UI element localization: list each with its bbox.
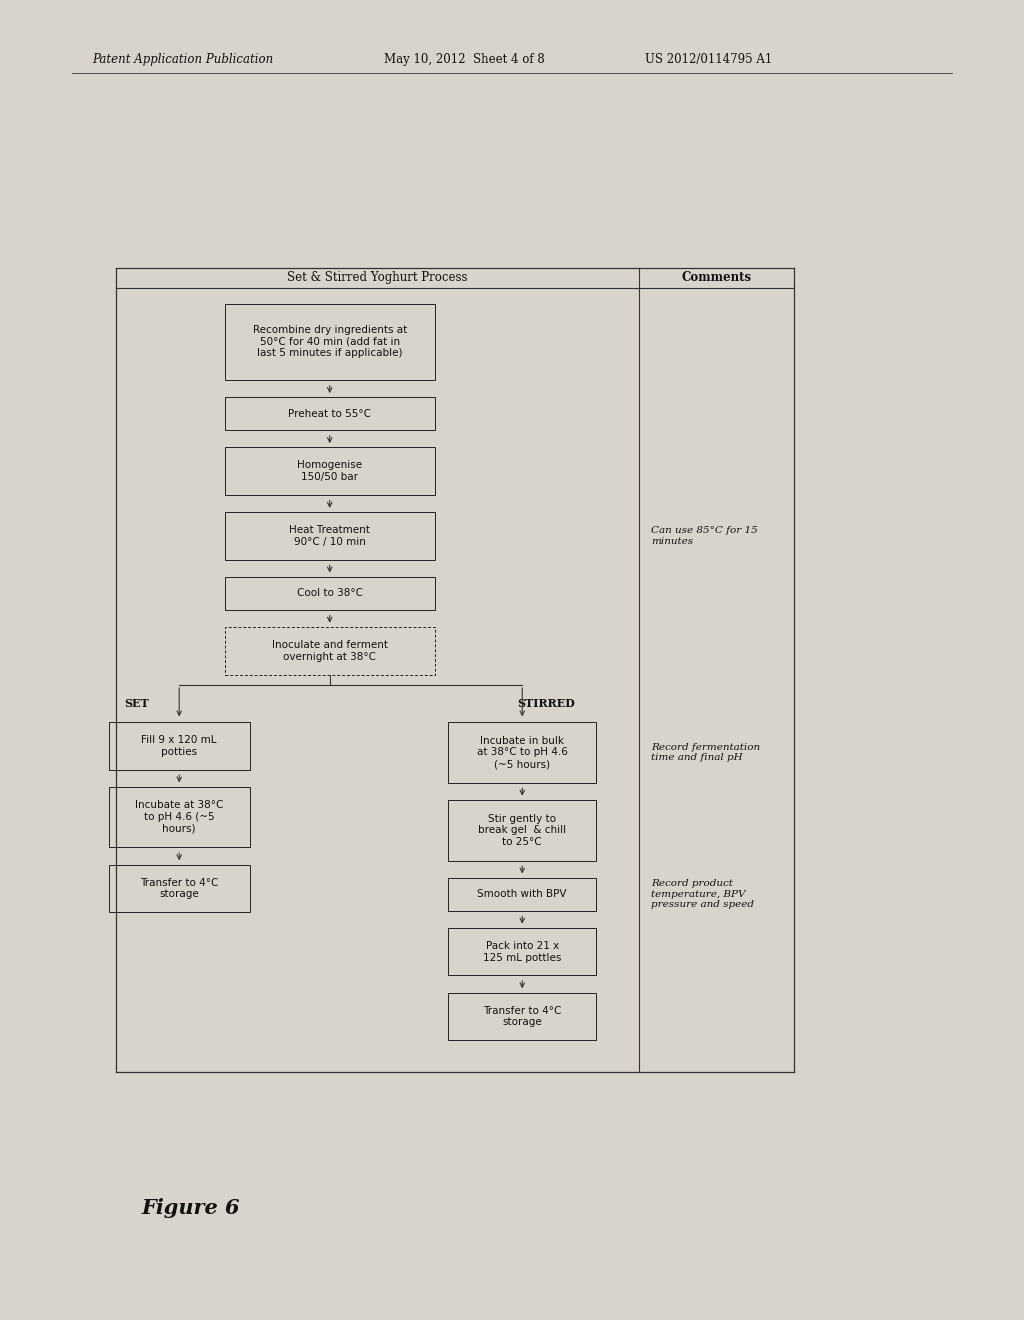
Text: Smooth with BPV: Smooth with BPV	[477, 890, 567, 899]
Text: Set & Stirred Yoghurt Process: Set & Stirred Yoghurt Process	[287, 272, 468, 284]
Text: Heat Treatment
90°C / 10 min: Heat Treatment 90°C / 10 min	[290, 525, 370, 546]
Bar	[109, 787, 250, 847]
Text: STIRRED: STIRRED	[517, 698, 575, 709]
Text: Figure 6: Figure 6	[141, 1197, 240, 1218]
Bar	[225, 397, 434, 430]
Text: Preheat to 55°C: Preheat to 55°C	[288, 409, 372, 418]
Text: Record fermentation
time and final pH: Record fermentation time and final pH	[651, 743, 761, 762]
Text: Fill 9 x 120 mL
potties: Fill 9 x 120 mL potties	[141, 735, 217, 756]
Text: Transfer to 4°C
storage: Transfer to 4°C storage	[483, 1006, 561, 1027]
Bar	[109, 865, 250, 912]
Bar	[109, 722, 250, 770]
Text: Inoculate and ferment
overnight at 38°C: Inoculate and ferment overnight at 38°C	[271, 640, 388, 661]
Text: SET: SET	[124, 698, 148, 709]
Bar	[449, 800, 596, 861]
Text: Incubate at 38°C
to pH 4.6 (~5
hours): Incubate at 38°C to pH 4.6 (~5 hours)	[135, 800, 223, 834]
Text: Transfer to 4°C
storage: Transfer to 4°C storage	[140, 878, 218, 899]
Text: Incubate in bulk
at 38°C to pH 4.6
(~5 hours): Incubate in bulk at 38°C to pH 4.6 (~5 h…	[477, 735, 567, 770]
Bar	[225, 512, 434, 560]
Text: Stir gently to
break gel  & chill
to 25°C: Stir gently to break gel & chill to 25°C	[478, 813, 566, 847]
Text: Can use 85°C for 15
minutes: Can use 85°C for 15 minutes	[651, 527, 758, 545]
Text: Pack into 21 x
125 mL pottles: Pack into 21 x 125 mL pottles	[483, 941, 561, 962]
Bar	[225, 304, 434, 380]
Text: Comments: Comments	[681, 272, 752, 284]
Bar	[225, 447, 434, 495]
Text: Recombine dry ingredients at
50°C for 40 min (add fat in
last 5 minutes if appli: Recombine dry ingredients at 50°C for 40…	[253, 325, 407, 359]
Text: Cool to 38°C: Cool to 38°C	[297, 589, 362, 598]
Text: Homogenise
150/50 bar: Homogenise 150/50 bar	[297, 461, 362, 482]
Text: May 10, 2012  Sheet 4 of 8: May 10, 2012 Sheet 4 of 8	[384, 53, 545, 66]
Bar	[449, 928, 596, 975]
Text: Record product
temperature, BPV
pressure and speed: Record product temperature, BPV pressure…	[651, 879, 755, 909]
Text: US 2012/0114795 A1: US 2012/0114795 A1	[645, 53, 772, 66]
Bar	[449, 722, 596, 783]
Bar	[449, 993, 596, 1040]
Bar	[449, 878, 596, 911]
Bar	[225, 627, 434, 675]
Text: Patent Application Publication: Patent Application Publication	[92, 53, 273, 66]
Bar	[225, 577, 434, 610]
